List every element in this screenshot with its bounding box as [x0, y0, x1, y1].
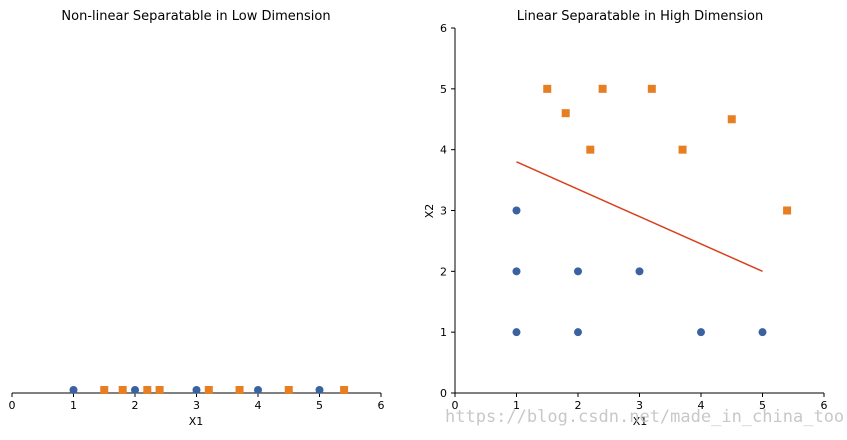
left-circle-point — [254, 386, 262, 394]
right-square-point — [727, 115, 736, 124]
right-square-point — [586, 145, 595, 154]
left-circle-point — [315, 386, 324, 394]
left-x-tick-label: 0 — [9, 399, 16, 412]
left-marks — [69, 386, 349, 394]
right-circle-point — [574, 267, 582, 276]
right-square-point — [598, 84, 607, 93]
right-y-tick-label: 0 — [440, 387, 447, 400]
right-axes: 0 1 2 3 4 5 6 0 1 2 3 4 5 6 — [440, 22, 828, 412]
right-x-tick-label: 6 — [821, 399, 828, 412]
left-square-point — [118, 386, 127, 394]
right-circle-point — [758, 328, 767, 337]
right-circle-point — [512, 267, 521, 276]
left-x-tick-label: 3 — [193, 399, 200, 412]
right-chart-title: Linear Separatable in High Dimension — [517, 9, 763, 24]
right-y-tick-label: 5 — [440, 83, 447, 96]
right-y-tick-label: 2 — [440, 265, 447, 278]
right-y-tick-label: 4 — [440, 144, 447, 157]
right-y-tick-label: 6 — [440, 22, 447, 35]
right-square-point — [783, 206, 792, 215]
right-x-tick-label: 5 — [759, 399, 766, 412]
left-square-point — [235, 386, 244, 394]
left-x-tick-label: 6 — [378, 399, 385, 412]
right-circle-point — [512, 206, 521, 215]
left-circle-point — [192, 386, 201, 394]
right-x-tick-label: 1 — [513, 399, 520, 412]
right-square-point — [561, 109, 570, 118]
right-y-tick-label: 1 — [440, 326, 447, 339]
right-circle-point — [635, 267, 644, 276]
right-marks — [512, 84, 792, 337]
right-x-tick-label: 3 — [636, 399, 643, 412]
right-square-point — [543, 84, 552, 93]
right-square-point — [678, 145, 687, 154]
left-chart-title: Non-linear Separatable in Low Dimension — [61, 9, 330, 24]
left-square-point — [204, 386, 213, 394]
left-square-point — [143, 386, 152, 394]
right-circle-point — [574, 328, 582, 337]
left-square-point — [340, 386, 349, 394]
left-axes: 0 1 2 3 4 5 6 — [9, 392, 385, 412]
left-circle-point — [131, 386, 139, 394]
left-x-axis-label: X1 — [189, 415, 204, 428]
right-circle-point — [512, 328, 521, 337]
watermark: https://blog.csdn.net/made_in_china_too — [445, 407, 844, 427]
left-x-tick-label: 2 — [132, 399, 139, 412]
right-x-tick-label: 0 — [452, 399, 459, 412]
right-chart: Linear Separatable in High Dimension X1 … — [423, 9, 828, 428]
left-square-point — [155, 386, 164, 394]
right-x-tick-label: 4 — [698, 399, 705, 412]
left-x-tick-label: 4 — [255, 399, 262, 412]
right-y-axis-label: X2 — [423, 204, 436, 219]
separator-line — [516, 161, 763, 273]
right-x-axis-label: X1 — [633, 415, 648, 428]
left-x-tick-label: 1 — [70, 399, 77, 412]
right-circle-point — [697, 328, 705, 337]
right-square-point — [647, 84, 656, 93]
right-y-tick-label: 3 — [440, 205, 447, 218]
right-x-tick-label: 2 — [575, 399, 582, 412]
left-square-point — [100, 386, 109, 394]
left-square-point — [284, 386, 293, 394]
left-chart: Non-linear Separatable in Low Dimension … — [9, 9, 385, 428]
left-circle-point — [69, 386, 78, 394]
left-x-tick-label: 5 — [316, 399, 323, 412]
